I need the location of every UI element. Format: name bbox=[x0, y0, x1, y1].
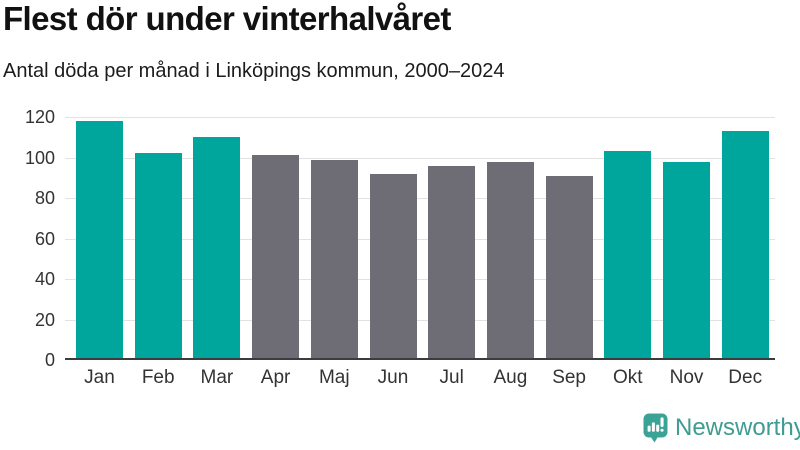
bar-jul bbox=[428, 165, 476, 360]
newsworthy-chart-bubble-icon bbox=[643, 413, 668, 443]
bar-nov bbox=[663, 161, 710, 360]
y-tick-40: 40 bbox=[34, 269, 55, 289]
y-tick-60: 60 bbox=[34, 228, 55, 249]
bar-feb bbox=[134, 153, 182, 360]
chart-subtitle: Antal döda per månad i Linköpings kommun… bbox=[3, 60, 505, 82]
x-tick-sep: Sep bbox=[552, 367, 586, 388]
y-tick-0: 0 bbox=[44, 350, 55, 370]
x-axis-line bbox=[65, 358, 775, 360]
x-tick-feb: Feb bbox=[141, 367, 175, 388]
bar-mar bbox=[193, 137, 241, 360]
bar-sep bbox=[545, 175, 593, 360]
bar-jan bbox=[76, 121, 123, 360]
plot-area bbox=[65, 117, 775, 360]
x-tick-mar: Mar bbox=[200, 367, 234, 388]
x-tick-jan: Jan bbox=[84, 367, 115, 388]
x-tick-maj: Maj bbox=[318, 367, 350, 388]
x-tick-nov: Nov bbox=[669, 367, 704, 388]
x-tick-aug: Aug bbox=[493, 367, 528, 388]
bar-apr bbox=[252, 155, 300, 360]
gridline-60 bbox=[65, 238, 775, 240]
gridline-120 bbox=[65, 117, 775, 118]
x-tick-apr: Apr bbox=[260, 367, 291, 388]
y-tick-120: 120 bbox=[24, 107, 55, 127]
chart-title: Flest dör under vinterhalvåret bbox=[3, 0, 451, 37]
x-tick-jul: Jul bbox=[439, 367, 464, 388]
bar-maj bbox=[310, 159, 358, 360]
gridline-80 bbox=[65, 198, 775, 199]
y-tick-80: 80 bbox=[34, 188, 55, 208]
y-axis: 0 20 40 60 80 100 120 bbox=[0, 0, 55, 450]
bar-dec bbox=[721, 131, 769, 360]
bar-okt bbox=[604, 151, 652, 360]
x-tick-jun: Jun bbox=[377, 367, 409, 388]
bar-aug bbox=[486, 161, 534, 360]
newsworthy-logo-text: Newsworthy bbox=[675, 414, 800, 441]
newsworthy-logo: Newsworthy bbox=[643, 413, 800, 443]
y-tick-100: 100 bbox=[24, 147, 55, 168]
gridline-20 bbox=[65, 319, 775, 321]
gridline-40 bbox=[65, 279, 775, 280]
gridline-100 bbox=[65, 157, 775, 159]
x-tick-dec: Dec bbox=[728, 367, 763, 388]
y-tick-20: 20 bbox=[34, 309, 55, 330]
x-tick-okt: Okt bbox=[613, 367, 643, 388]
bar-jun bbox=[369, 173, 417, 360]
